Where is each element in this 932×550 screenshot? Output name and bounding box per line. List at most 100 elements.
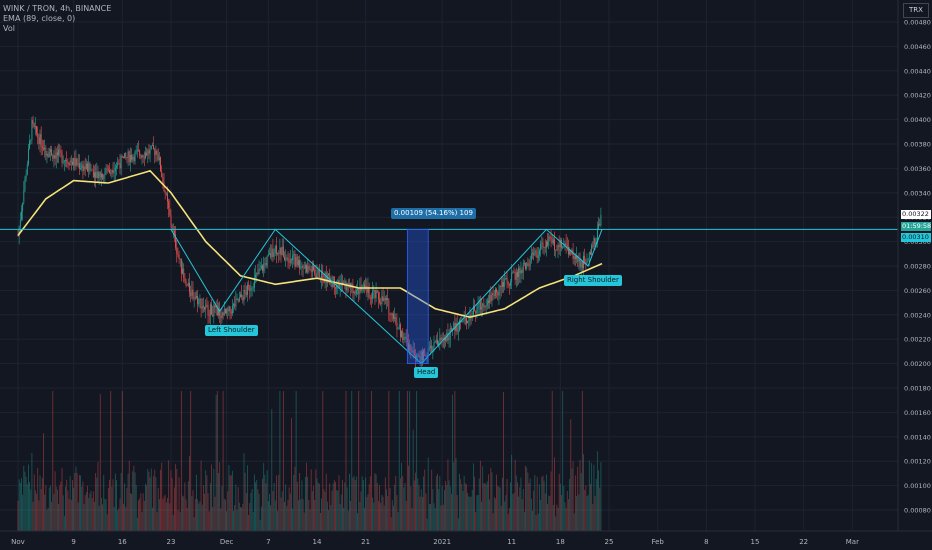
volume-bar (413, 480, 415, 531)
volume-bar (500, 505, 502, 531)
volume-bar (411, 508, 413, 531)
volume-bar (273, 483, 275, 531)
volume-bar (120, 472, 122, 531)
volume-bar (464, 483, 466, 531)
volume-bar (193, 517, 195, 531)
candle-body (371, 298, 372, 300)
candle-body (426, 355, 428, 357)
candle-body (425, 355, 427, 357)
head-label[interactable]: Head (414, 367, 439, 378)
volume-bar (357, 513, 358, 531)
price-tick-label: 0.00200 (904, 360, 931, 368)
candle-body (247, 284, 248, 295)
candle-body (369, 297, 371, 299)
volume-bar (125, 507, 127, 531)
price-axis[interactable]: 0.00480 0.00460 0.00440 0.00420 0.00400 0.003… (897, 0, 931, 531)
volume-bar (119, 498, 121, 531)
candle-body (295, 256, 297, 267)
volume-indicator-label[interactable]: Vol (3, 24, 15, 33)
volume-bar (18, 479, 20, 531)
candle-body (503, 282, 504, 287)
volume-bar (320, 512, 321, 531)
volume-bar (266, 470, 268, 531)
candle-body (518, 267, 520, 277)
candle-body (479, 301, 481, 310)
candle-body (211, 304, 212, 315)
volume-bar (572, 461, 574, 531)
countdown-tag: 01:59:58 (901, 222, 932, 231)
candle-body (78, 163, 80, 169)
volume-bar (17, 500, 19, 531)
volume-bar (446, 485, 448, 531)
candle-body (22, 202, 24, 212)
time-axis[interactable]: Nov 9 16 23 Dec 7 14 21 2021 11 18 25 Feb 8 15 22 Mar (0, 530, 932, 546)
candle-body (264, 263, 266, 265)
volume-bar (69, 476, 71, 531)
volume-bar (344, 482, 346, 531)
price-tick-label: 0.00420 (904, 92, 931, 100)
candle-body (521, 270, 523, 273)
symbol-title[interactable]: WINK / TRON, 4h, BINANCE (3, 4, 112, 13)
volume-bar (237, 487, 239, 531)
measure-label[interactable]: 0.00109 (54.16%) 109 (391, 208, 476, 219)
candle-body (250, 288, 252, 291)
volume-bar (258, 493, 260, 531)
candle-body (182, 268, 183, 274)
candle-body (432, 346, 434, 353)
volume-bar (354, 479, 356, 531)
candle-body (401, 330, 402, 337)
volume-bar (124, 483, 126, 531)
volume-bar (136, 517, 138, 531)
volume-bar (167, 498, 168, 531)
candle-body (413, 350, 415, 356)
candle-body (99, 172, 101, 178)
volume-bar (262, 478, 263, 531)
volume-bar (427, 457, 429, 531)
volume-bar (359, 501, 361, 531)
volume-bar (579, 460, 581, 531)
candle-body (313, 265, 314, 271)
right-shoulder-label[interactable]: Right Shoulder (564, 275, 622, 286)
volume-bar (250, 492, 252, 531)
volume-bar (218, 472, 219, 531)
volume-bar (590, 484, 591, 531)
volume-bar (158, 499, 160, 531)
volume-bar (369, 476, 371, 531)
volume-bar (543, 480, 545, 531)
volume-bar (296, 481, 298, 531)
volume-bar (467, 493, 469, 531)
volume-bar (345, 391, 347, 531)
volume-bar (581, 391, 583, 531)
candle-body (98, 172, 100, 179)
candle-body (590, 252, 591, 255)
candle-body (511, 272, 513, 282)
left-shoulder-label[interactable]: Left Shoulder (205, 325, 258, 336)
candle-body (140, 155, 142, 158)
candle-body (157, 154, 159, 160)
candle-body (367, 286, 369, 293)
volume-bar (432, 489, 434, 531)
volume-bar (422, 497, 423, 531)
volume-bar (175, 464, 177, 531)
volume-bar (135, 484, 137, 531)
candle-body (505, 277, 507, 279)
candle-body (220, 315, 222, 319)
ema-indicator-label[interactable]: EMA (89, close, 0) (3, 14, 76, 23)
volume-bar (293, 474, 295, 531)
volume-bar (123, 504, 124, 531)
volume-bar (155, 477, 157, 531)
candle-body (466, 318, 467, 324)
candle-body (398, 324, 400, 329)
candle-body (40, 133, 42, 147)
volume-bar (497, 486, 499, 531)
candle-body (125, 153, 127, 158)
volume-bar (338, 475, 340, 531)
volume-bar (587, 494, 589, 531)
currency-button[interactable]: TRX (903, 3, 929, 18)
candle-body (296, 256, 298, 266)
volume-bar (62, 495, 64, 531)
volume-bar (501, 477, 503, 531)
volume-bar (438, 489, 440, 531)
volume-bar (419, 496, 421, 531)
